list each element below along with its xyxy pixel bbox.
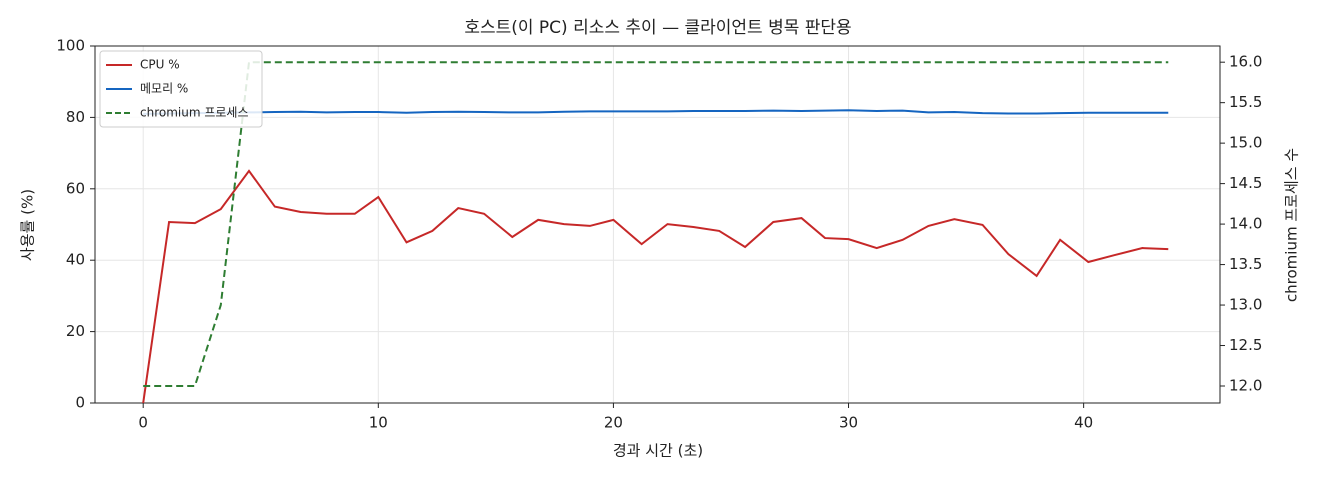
y2-tick-label: 15.0 — [1229, 134, 1262, 152]
y-tick-label: 40 — [66, 251, 85, 269]
legend-label: chromium 프로세스 — [140, 106, 249, 120]
y2-axis-label: chromium 프로세스 수 — [1283, 148, 1301, 302]
legend-label: CPU % — [140, 58, 180, 72]
series-line — [143, 109, 1169, 115]
x-tick-label: 10 — [369, 414, 388, 432]
series-line — [143, 61, 1169, 387]
plot-frame — [94, 45, 1221, 404]
y-tick-label: 20 — [66, 322, 85, 340]
y2-tick-label: 12.5 — [1229, 336, 1262, 354]
legend-label: 메모리 % — [140, 82, 188, 96]
chart-title: 호스트(이 PC) 리소스 추이 — 클라이언트 병목 판단용 — [464, 18, 851, 38]
y2-tick-label: 15.5 — [1229, 93, 1262, 111]
y-tick-label: 60 — [66, 179, 85, 197]
legend-box — [99, 50, 263, 128]
x-tick-label: 20 — [604, 414, 623, 432]
y2-tick-label: 13.0 — [1229, 296, 1262, 314]
y2-tick-label: 14.0 — [1229, 215, 1262, 233]
y-tick-label: 80 — [66, 108, 85, 126]
y2-tick-label: 12.0 — [1229, 377, 1262, 395]
y2-tick-label: 16.0 — [1229, 53, 1262, 71]
y-tick-label: 100 — [56, 37, 85, 55]
x-tick-label: 0 — [138, 414, 148, 432]
x-tick-label: 40 — [1074, 414, 1093, 432]
x-tick-label: 30 — [839, 414, 858, 432]
y2-tick-label: 14.5 — [1229, 174, 1262, 192]
y-axis-label: 사용률 (%) — [19, 189, 37, 261]
series-line — [142, 169, 1169, 404]
x-axis-label: 경과 시간 (초) — [613, 442, 703, 460]
y2-tick-label: 13.5 — [1229, 255, 1262, 273]
y-tick-label: 0 — [75, 394, 85, 412]
